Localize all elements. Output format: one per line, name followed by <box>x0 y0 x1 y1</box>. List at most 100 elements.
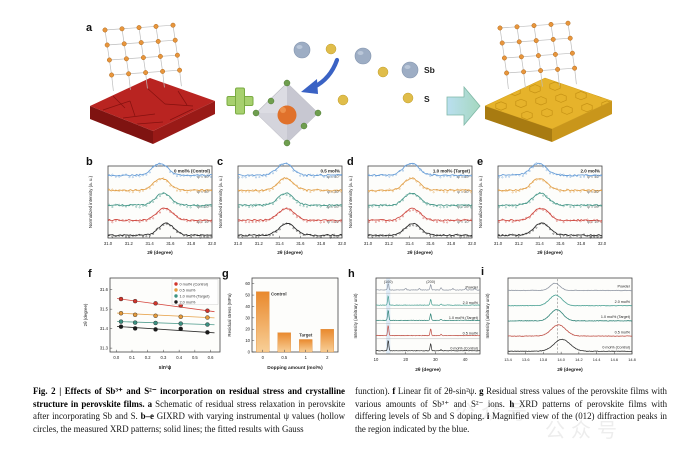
svg-text:31.4: 31.4 <box>100 326 109 331</box>
panel-label-b: b <box>86 156 93 168</box>
svg-text:2θ (degree): 2θ (degree) <box>407 250 433 256</box>
svg-text:ψ = 30°: ψ = 30° <box>587 190 600 194</box>
svg-text:Residual stress (MPa): Residual stress (MPa) <box>227 293 232 337</box>
svg-text:40: 40 <box>463 357 468 362</box>
panel-h-xrd-chart: Intensity (arbitrary unit) Powder 2.0 mol%… <box>350 272 488 385</box>
panel-label-c: c <box>217 156 224 168</box>
crystal-lattice <box>497 20 578 90</box>
xrd-stack-plot: Intensity (arbitrary unit) Powder 2.0 mol%… <box>353 277 481 373</box>
crack-lines <box>102 87 194 125</box>
svg-text:32.0: 32.0 <box>598 241 607 246</box>
svg-text:Dopping amount (mol%): Dopping amount (mol%) <box>267 365 323 371</box>
svg-text:Normalized intensity (a. u.): Normalized intensity (a. u.) <box>478 175 483 228</box>
svg-text:ψ = 0°: ψ = 0° <box>199 235 210 239</box>
svg-text:32.0: 32.0 <box>338 241 347 246</box>
svg-text:14.2: 14.2 <box>575 357 583 362</box>
xrd-zoom-plot: Intensity (arbitrary unit) Powder 2.0 mol%… <box>485 277 636 373</box>
svg-text:31.0: 31.0 <box>234 241 243 246</box>
svg-text:ψ = 40°: ψ = 40° <box>587 175 600 179</box>
svg-text:2θ (degree): 2θ (degree) <box>557 367 583 373</box>
gixrd-plot: Normalized intensity (a. u.) 31.0 31.2 31.4… <box>218 162 347 256</box>
svg-text:ψ = 10°: ψ = 10° <box>457 220 470 224</box>
svg-text:Powder: Powder <box>465 286 478 290</box>
svg-text:Intensity (arbitrary unit): Intensity (arbitrary unit) <box>353 293 358 338</box>
svg-text:2θ (degree): 2θ (degree) <box>147 250 173 256</box>
svg-text:14.0: 14.0 <box>557 357 565 362</box>
svg-text:2θ (degree): 2θ (degree) <box>83 303 88 326</box>
svg-text:20: 20 <box>245 327 250 332</box>
svg-text:2.0 mol%: 2.0 mol% <box>180 300 196 304</box>
svg-text:31.8: 31.8 <box>447 241 456 246</box>
svg-text:31.5: 31.5 <box>100 307 109 312</box>
svg-text:Powder: Powder <box>617 285 630 289</box>
svg-text:Control: Control <box>271 292 287 297</box>
svg-text:ψ = 40°: ψ = 40° <box>197 175 210 179</box>
svg-text:(200): (200) <box>426 280 436 284</box>
svg-text:ψ = 20°: ψ = 20° <box>327 205 340 209</box>
svg-text:20: 20 <box>403 357 408 362</box>
gixrd-plot: Normalized intensity (a. u.) 31.0 31.2 31.4… <box>478 162 607 256</box>
svg-text:31.4: 31.4 <box>536 241 545 246</box>
svg-text:31.2: 31.2 <box>255 241 264 246</box>
svg-text:31.8: 31.8 <box>187 241 196 246</box>
svg-text:ψ = 10°: ψ = 10° <box>197 220 210 224</box>
svg-text:0.5 mol%: 0.5 mol% <box>615 330 631 334</box>
svg-text:ψ = 30°: ψ = 30° <box>327 190 340 194</box>
svg-text:1.0 mol% (Target): 1.0 mol% (Target) <box>601 315 630 319</box>
svg-text:31.6: 31.6 <box>556 241 565 246</box>
blue-arrow-icon <box>301 57 340 94</box>
svg-text:0.5: 0.5 <box>281 355 287 360</box>
panel-label-a: a <box>86 22 93 34</box>
sb-legend-label: Sb <box>424 65 435 75</box>
svg-text:0 mol% (Control): 0 mol% (Control) <box>174 169 210 174</box>
svg-text:ψ = 20°: ψ = 20° <box>197 205 210 209</box>
relaxed-film-yellow <box>484 77 613 142</box>
svg-text:0.3: 0.3 <box>161 355 167 360</box>
svg-text:(100): (100) <box>384 280 394 284</box>
svg-text:2θ (degree): 2θ (degree) <box>277 250 303 256</box>
svg-text:Intensity (arbitrary unit): Intensity (arbitrary unit) <box>485 293 490 338</box>
svg-text:30: 30 <box>245 315 250 320</box>
svg-text:0.4: 0.4 <box>176 355 182 360</box>
panel-c-gixrd-chart: Normalized intensity (a. u.) 31.0 31.2 31.4… <box>214 160 350 271</box>
svg-text:ψ = 0°: ψ = 0° <box>589 235 600 239</box>
svg-text:31.6: 31.6 <box>166 241 175 246</box>
svg-text:2.0 mol%: 2.0 mol% <box>580 169 600 174</box>
gixrd-plot: Normalized intensity (a. u.) 31.0 31.2 31.4… <box>348 162 477 256</box>
svg-text:ψ = 10°: ψ = 10° <box>327 220 340 224</box>
svg-text:60: 60 <box>245 281 250 286</box>
svg-text:10: 10 <box>374 357 379 362</box>
svg-text:2: 2 <box>326 355 329 360</box>
svg-text:31.4: 31.4 <box>276 241 285 246</box>
svg-text:50: 50 <box>245 293 250 298</box>
svg-text:30: 30 <box>433 357 438 362</box>
svg-text:Normalized intensity (a. u.): Normalized intensity (a. u.) <box>88 175 93 228</box>
svg-text:ψ = 20°: ψ = 20° <box>587 205 600 209</box>
svg-text:1.0 mol% (Target): 1.0 mol% (Target) <box>449 316 478 320</box>
svg-text:0.5 mol%: 0.5 mol% <box>463 331 479 335</box>
plus-icon <box>226 87 254 115</box>
svg-text:0.0: 0.0 <box>113 355 119 360</box>
svg-text:1.0 mol% (Target): 1.0 mol% (Target) <box>433 169 471 174</box>
s-legend-label: S <box>424 94 430 104</box>
panel-label-d: d <box>347 156 354 168</box>
svg-text:31.6: 31.6 <box>296 241 305 246</box>
svg-text:0.5 mol%: 0.5 mol% <box>320 169 340 174</box>
panel-label-h: h <box>348 268 355 280</box>
svg-text:32.0: 32.0 <box>468 241 477 246</box>
panel-i-xrd-zoom-chart: Intensity (arbitrary unit) Powder 2.0 mol%… <box>482 272 638 385</box>
svg-text:ψ = 30°: ψ = 30° <box>457 190 470 194</box>
schematic-illustration: Sb S <box>90 20 613 147</box>
svg-text:31.6: 31.6 <box>426 241 435 246</box>
panel-label-i: i <box>481 266 485 278</box>
svg-text:31.8: 31.8 <box>577 241 586 246</box>
svg-text:14.6: 14.6 <box>610 357 618 362</box>
panel-d-gixrd-chart: Normalized intensity (a. u.) 31.0 31.2 31.4… <box>344 160 480 271</box>
svg-text:40: 40 <box>245 304 250 309</box>
stressed-film-red <box>90 78 215 144</box>
svg-text:31.2: 31.2 <box>515 241 524 246</box>
svg-text:13.4: 13.4 <box>504 357 512 362</box>
svg-text:2θ (degree): 2θ (degree) <box>537 250 563 256</box>
svg-text:31.2: 31.2 <box>385 241 394 246</box>
svg-text:1.0 mol% (Target): 1.0 mol% (Target) <box>180 294 211 298</box>
